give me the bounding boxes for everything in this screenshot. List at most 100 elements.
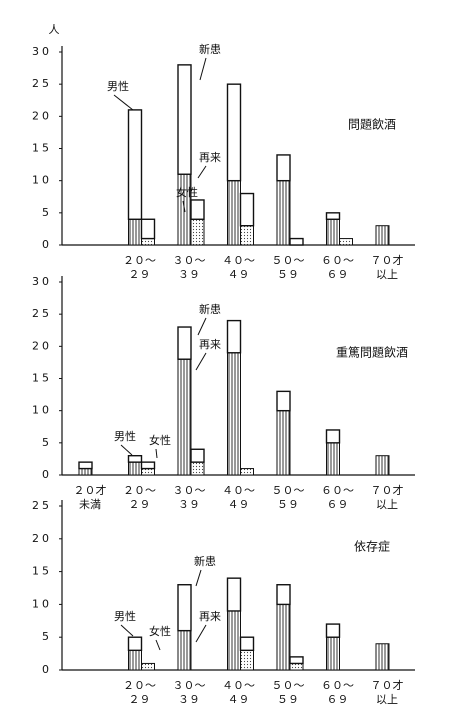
x-tick-label: ７０才 xyxy=(371,253,404,267)
x-tick-label: ６９ xyxy=(327,693,349,706)
bar-return xyxy=(276,180,291,246)
bar-new xyxy=(177,64,192,175)
y-tick-label: 25 xyxy=(32,307,52,320)
female-label: 女性 xyxy=(149,433,171,447)
y-tick-label: 5 xyxy=(42,630,52,643)
return-label: 再来 xyxy=(199,610,221,623)
y-tick-label: 10 xyxy=(32,174,52,187)
male-label: 男性 xyxy=(114,609,136,623)
bar-return xyxy=(227,180,241,246)
x-tick-label: ３０～ xyxy=(173,679,206,692)
bar-return xyxy=(141,238,155,246)
y-tick-label: 15 xyxy=(32,372,52,385)
bar-return xyxy=(326,442,340,476)
bar-new xyxy=(276,154,291,182)
x-tick-label: ５０～ xyxy=(272,484,305,497)
bar-return xyxy=(177,630,192,671)
y-tick-label: 20 xyxy=(32,532,52,545)
bar-return xyxy=(227,610,241,671)
bar-new xyxy=(190,448,205,463)
bar-return xyxy=(276,603,291,671)
y-tick-label: 0 xyxy=(42,238,52,251)
return-label: 再来 xyxy=(199,151,221,164)
bar-new xyxy=(190,199,205,220)
bar-new xyxy=(276,390,291,412)
bar-new xyxy=(325,212,341,220)
x-tick-label: ２０～ xyxy=(123,679,156,692)
bar-new xyxy=(325,623,341,638)
y-tick-label: 20 xyxy=(32,339,52,352)
bar-new xyxy=(127,455,143,463)
y-tick-label: 30 xyxy=(32,45,52,58)
bar-return xyxy=(375,643,390,671)
new-label: 新患 xyxy=(199,42,221,56)
bar-return xyxy=(375,225,390,246)
y-tick-label: 30 xyxy=(32,275,52,288)
y-tick-label: 25 xyxy=(32,499,52,512)
x-tick-label: ３９ xyxy=(178,498,200,511)
female-label: 女性 xyxy=(149,624,171,638)
x-tick-label: ５０～ xyxy=(272,679,305,692)
new-label: 新患 xyxy=(194,554,216,568)
return-label: 再来 xyxy=(199,338,221,351)
bar-return xyxy=(276,410,291,476)
y-tick-label: 0 xyxy=(42,663,52,676)
x-tick-label: ４９ xyxy=(228,693,250,706)
bar-return xyxy=(177,358,192,476)
female-label-pointer xyxy=(182,200,186,213)
panel-title: 問題飲酒 xyxy=(348,117,396,132)
x-tick-label: ５０～ xyxy=(272,254,305,267)
bar-new xyxy=(289,237,304,246)
x-tick-label: ３０～ xyxy=(173,254,206,267)
return-label-pointer xyxy=(195,352,207,371)
x-tick-label: 以上 xyxy=(376,693,398,706)
bar-return xyxy=(289,662,304,671)
bar-new xyxy=(289,656,304,665)
x-tick-label: ７０才 xyxy=(371,678,404,692)
y-tick-label: 25 xyxy=(32,77,52,90)
x-tick-label: ３０～ xyxy=(173,484,206,497)
y-tick-label: 0 xyxy=(42,468,52,481)
bar-return xyxy=(128,649,142,671)
bar-return xyxy=(141,662,155,671)
y-tick-label: 15 xyxy=(32,565,52,578)
return-label-pointer xyxy=(197,165,207,179)
bar-new xyxy=(239,192,255,227)
y-tick-label: 10 xyxy=(32,404,52,417)
male-label-pointer xyxy=(120,624,134,637)
bar-return xyxy=(326,218,340,246)
bar-return xyxy=(128,461,142,476)
bar-return xyxy=(240,225,254,246)
new-label-pointer xyxy=(197,317,207,336)
x-tick-label: ２９ xyxy=(129,498,151,511)
bar-return xyxy=(240,468,254,476)
new-label-pointer xyxy=(195,569,202,587)
unit-label: 人 xyxy=(49,23,60,36)
bar-new xyxy=(226,83,242,182)
y-tick-label: 15 xyxy=(32,142,52,155)
x-tick-label: ４０～ xyxy=(222,484,255,497)
bar-new xyxy=(226,577,242,612)
bar-return xyxy=(78,468,93,476)
female-label-pointer xyxy=(155,639,161,651)
bar-new xyxy=(239,636,255,652)
bar-return xyxy=(190,218,205,246)
bar-new xyxy=(140,461,156,470)
x-tick-label: ４０～ xyxy=(222,679,255,692)
male-label: 男性 xyxy=(107,79,129,93)
x-tick-label: ３９ xyxy=(178,693,200,706)
bar-new xyxy=(78,461,93,470)
bar-return xyxy=(190,461,205,476)
x-tick-label: ２０～ xyxy=(123,254,156,267)
new-label-pointer xyxy=(199,57,207,81)
panel-title: 重篤問題飲酒 xyxy=(336,345,408,360)
x-tick-label: ２９ xyxy=(129,268,151,281)
x-tick-label: ３９ xyxy=(178,268,200,281)
x-tick-label: 以上 xyxy=(376,498,398,511)
x-tick-label: ４９ xyxy=(228,498,250,511)
bar-new xyxy=(325,429,341,444)
bar-new xyxy=(276,584,291,606)
new-label: 新患 xyxy=(199,302,221,316)
return-label-pointer xyxy=(195,624,207,643)
